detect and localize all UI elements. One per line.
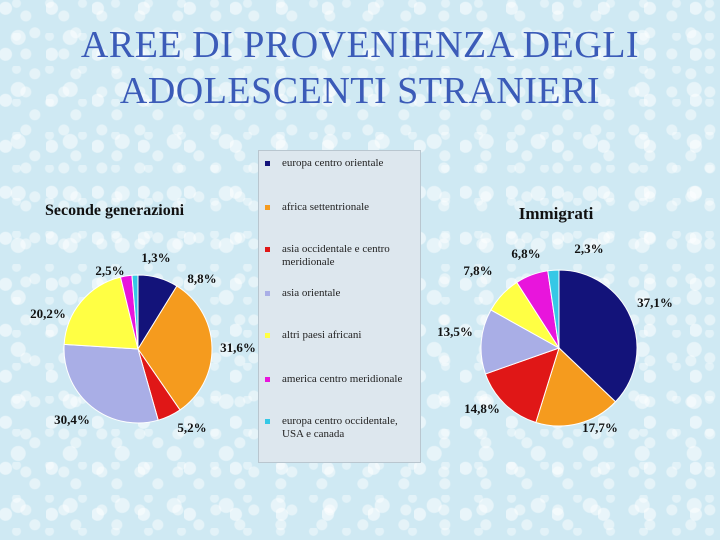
legend-label: europa centro occidentale, USA e canada — [282, 415, 398, 440]
legend-item: asia occidentale e centro meridionale — [265, 243, 416, 287]
chart-legend: europa centro orientale africa settentri… — [258, 150, 421, 463]
legend-swatch — [265, 247, 270, 252]
data-label: 17,7% — [582, 420, 618, 435]
data-label: 8,8% — [187, 271, 216, 286]
legend-item: europa centro occidentale, USA e canada — [265, 415, 416, 441]
legend-item: europa centro orientale — [265, 157, 416, 201]
legend-swatch — [265, 161, 270, 166]
pie-slice — [558, 269, 638, 403]
pie-slice — [131, 274, 139, 350]
data-label: 7,8% — [463, 263, 492, 278]
data-label: 37,1% — [637, 295, 673, 310]
data-label: 14,8% — [464, 401, 500, 416]
data-label: 5,2% — [177, 420, 206, 435]
data-label: 13,5% — [437, 324, 473, 339]
pie-seconde-generazioni: Seconde generazioni 8,8% 31,6% 5,2% 30,4% 20,… — [30, 202, 256, 435]
legend-label: europa centro orientale — [282, 157, 384, 169]
data-label: 6,8% — [511, 246, 540, 261]
data-label: 2,3% — [574, 241, 603, 256]
pie-slice — [484, 347, 560, 424]
legend-label: asia occidentale e centro meridionale — [282, 243, 390, 268]
slide-title: AREE DI PROVENIENZA DEGLI ADOLESCENTI ST… — [0, 22, 720, 114]
slide-title-line2: ADOLESCENTI STRANIERI — [119, 70, 601, 112]
legend-item: altri paesi africani — [265, 329, 416, 373]
legend-label: america centro meridionale — [282, 373, 403, 385]
legend-item: america centro meridionale — [265, 373, 416, 415]
data-label: 1,3% — [141, 250, 170, 265]
legend-item: asia orientale — [265, 287, 416, 329]
pie-slice — [63, 276, 139, 350]
chart-title: Seconde generazioni — [45, 202, 185, 219]
slide-title-line1: AREE DI PROVENIENZA DEGLI — [80, 24, 640, 66]
legend-label: asia orientale — [282, 287, 341, 299]
legend-label: africa settentrionale — [282, 201, 370, 213]
legend-item: africa settentrionale — [265, 201, 416, 243]
data-label: 2,5% — [95, 263, 124, 278]
pie-immigrati: Immigrati 37,1% 17,7% 14,8% 13,5% 7,8% 6,8% 2,3… — [437, 204, 673, 435]
pie-slice — [63, 343, 159, 424]
pie-slice — [535, 347, 617, 427]
pie-slice — [137, 285, 213, 411]
legend-swatch — [265, 291, 270, 296]
data-label: 31,6% — [220, 340, 256, 355]
chart-title: Immigrati — [519, 204, 594, 223]
legend-swatch — [265, 419, 270, 424]
pie-slice — [547, 269, 560, 349]
legend-swatch — [265, 205, 270, 210]
legend-label: altri paesi africani — [282, 329, 362, 341]
legend-swatch — [265, 333, 270, 338]
data-label: 20,2% — [30, 306, 66, 321]
pie-slice — [480, 309, 561, 375]
legend-swatch — [265, 377, 270, 382]
data-label: 30,4% — [54, 412, 90, 427]
